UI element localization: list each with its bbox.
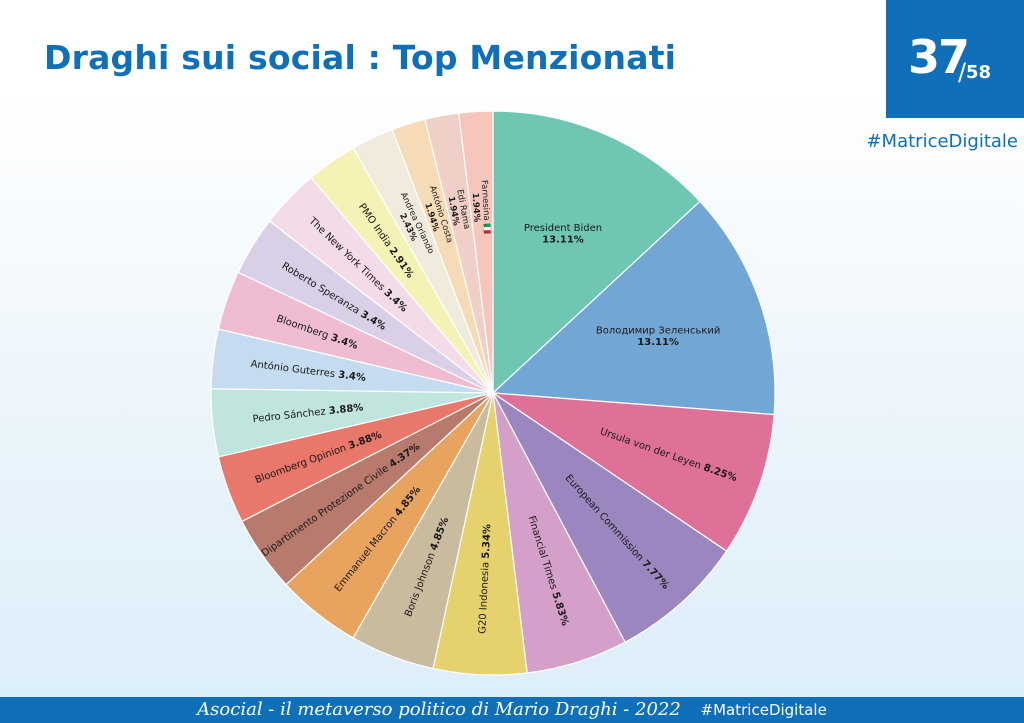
page-counter-badge: 37 / 58 — [886, 0, 1024, 118]
slice-percent: 3.4% — [338, 370, 367, 384]
slice-name: Farnesina 🇮🇹 — [479, 180, 493, 235]
footer-bar: Asocial - il metaverso politico di Mario… — [0, 697, 1024, 723]
slice-name: G20 Indonesia — [477, 558, 492, 634]
pie-slice — [492, 110, 701, 395]
page-total: 58 — [966, 62, 992, 83]
page-title: Draghi sui social : Top Menzionati — [44, 38, 677, 77]
footer-text: Asocial - il metaverso politico di Mario… — [197, 699, 681, 720]
page-number: 37 — [908, 30, 970, 84]
pie-slice — [458, 110, 494, 394]
pie-slice — [492, 392, 728, 643]
pie-slice — [490, 392, 775, 552]
header-hashtag: #MatriceDigitale — [866, 131, 1018, 152]
slice-name: President Biden — [524, 223, 602, 234]
slice-percent: 13.11% — [542, 234, 584, 245]
pie-slice — [491, 200, 776, 416]
pie-slices — [210, 110, 776, 676]
slice-label: Farnesina 🇮🇹1.94% — [469, 180, 493, 236]
slice-percent: 5.34% — [481, 524, 494, 559]
slice-percent: 13.11% — [637, 337, 679, 348]
page-separator-slash: / — [958, 58, 967, 86]
slice-percent: 3.88% — [328, 402, 364, 417]
slice-label: G20 Indonesia 5.34% — [477, 524, 493, 634]
slice-label: President Biden 13.11% — [524, 223, 602, 246]
slice-percent: 1.94% — [470, 193, 482, 224]
slice-label: Володимир Зеленський 13.11% — [596, 326, 721, 349]
footer-hashtag: #MatriceDigitale — [700, 701, 827, 719]
slice-name: Володимир Зеленський — [596, 326, 721, 337]
